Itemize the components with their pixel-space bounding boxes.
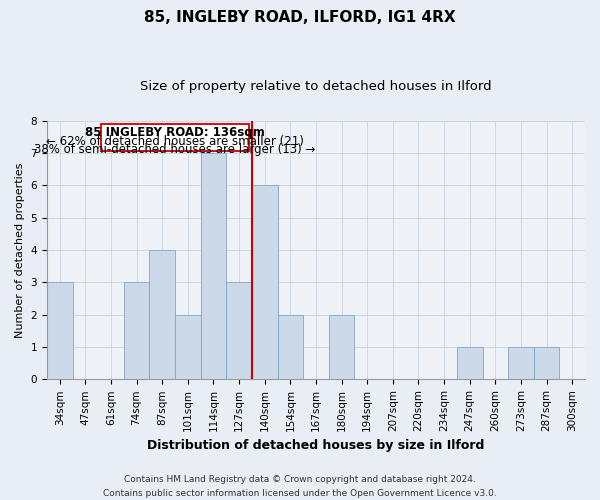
Bar: [508, 347, 534, 380]
Bar: [278, 314, 303, 380]
Text: 85 INGLEBY ROAD: 136sqm: 85 INGLEBY ROAD: 136sqm: [85, 126, 265, 140]
Bar: [457, 347, 482, 380]
Bar: [101, 124, 250, 152]
Text: 38% of semi-detached houses are larger (13) →: 38% of semi-detached houses are larger (…: [34, 143, 316, 156]
X-axis label: Distribution of detached houses by size in Ilford: Distribution of detached houses by size …: [147, 440, 485, 452]
Bar: [226, 282, 252, 380]
Bar: [252, 185, 278, 380]
Bar: [200, 153, 226, 380]
Title: Size of property relative to detached houses in Ilford: Size of property relative to detached ho…: [140, 80, 492, 93]
Bar: [47, 282, 73, 380]
Bar: [175, 314, 200, 380]
Text: Contains HM Land Registry data © Crown copyright and database right 2024.
Contai: Contains HM Land Registry data © Crown c…: [103, 476, 497, 498]
Bar: [329, 314, 355, 380]
Bar: [124, 282, 149, 380]
Text: 85, INGLEBY ROAD, ILFORD, IG1 4RX: 85, INGLEBY ROAD, ILFORD, IG1 4RX: [144, 10, 456, 25]
Y-axis label: Number of detached properties: Number of detached properties: [15, 162, 25, 338]
Bar: [149, 250, 175, 380]
Text: ← 62% of detached houses are smaller (21): ← 62% of detached houses are smaller (21…: [46, 135, 304, 148]
Bar: [534, 347, 559, 380]
